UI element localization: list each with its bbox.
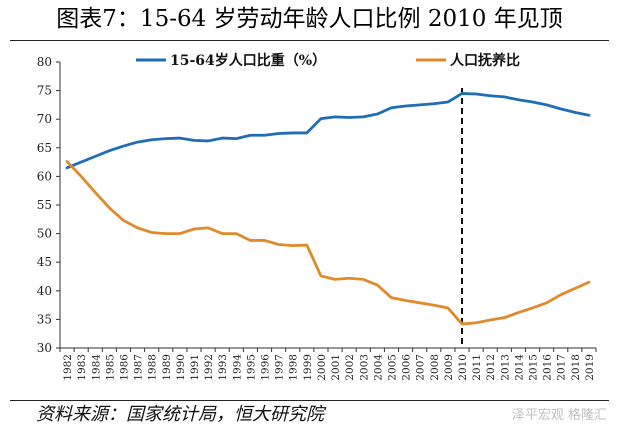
x-tick-label: 2018 — [570, 354, 582, 381]
working-age-share-line — [65, 92, 591, 170]
x-tick-label: 1989 — [161, 354, 173, 381]
dependency-ratio-line — [65, 160, 591, 326]
x-tick-label: 2003 — [358, 354, 370, 381]
y-tick-label: 75 — [37, 84, 52, 98]
legend-label-working-age: 15-64岁人口比重（%） — [170, 52, 326, 69]
x-tick-label: 2010 — [457, 354, 469, 381]
x-tick-label: 2009 — [443, 354, 455, 381]
y-tick-label: 35 — [37, 312, 52, 326]
x-tick-label: 1998 — [288, 354, 300, 381]
y-tick-label: 30 — [37, 341, 52, 355]
x-tick-label: 1988 — [147, 354, 159, 381]
x-tick-label: 1997 — [274, 354, 286, 381]
x-tick-label: 1994 — [231, 354, 243, 381]
x-tick-label: 1993 — [217, 354, 229, 381]
x-tick-label: 1985 — [104, 354, 116, 381]
x-tick-label: 1986 — [118, 354, 130, 381]
x-tick-label: 1984 — [90, 354, 102, 381]
x-tick-label: 2016 — [542, 354, 554, 381]
x-tick-label: 2012 — [485, 354, 497, 381]
x-tick-label: 2000 — [316, 354, 328, 381]
x-tick-label: 1999 — [302, 354, 314, 381]
x-tick-label: 2019 — [584, 354, 596, 381]
y-tick-label: 50 — [37, 227, 52, 241]
source-note: 资料来源：国家统计局，恒大研究院 — [36, 404, 324, 425]
x-tick-label: 2017 — [556, 354, 568, 381]
x-tick-label: 2013 — [499, 354, 511, 381]
x-tick-label: 2007 — [415, 354, 427, 381]
x-tick-label: 1990 — [175, 354, 187, 381]
x-tick-label: 2006 — [401, 354, 413, 381]
x-tick-label: 1992 — [203, 354, 215, 381]
x-tick-label: 2002 — [344, 354, 356, 381]
y-tick-label: 80 — [37, 55, 52, 69]
x-tick-label: 1987 — [133, 354, 145, 381]
y-tick-label: 45 — [37, 255, 52, 269]
x-tick-label: 1991 — [189, 354, 201, 381]
x-tick-label: 2005 — [386, 354, 398, 381]
y-tick-label: 60 — [37, 169, 52, 183]
x-tick-label: 2001 — [330, 354, 342, 381]
x-tick-label: 2015 — [528, 354, 540, 381]
x-tick-label: 1982 — [62, 354, 74, 381]
y-tick-label: 55 — [37, 198, 52, 212]
source-divider — [10, 400, 609, 401]
y-tick-label: 40 — [37, 284, 52, 298]
legend-label-dependency: 人口抚养比 — [450, 52, 520, 69]
x-tick-label: 1983 — [76, 354, 88, 381]
x-tick-label: 2014 — [513, 354, 525, 381]
x-tick-label: 1995 — [245, 354, 257, 381]
x-tick-label: 2004 — [372, 354, 384, 381]
x-tick-label: 1996 — [260, 354, 272, 381]
y-tick-label: 65 — [37, 141, 52, 155]
x-tick-label: 2011 — [471, 354, 483, 381]
title-divider — [10, 40, 609, 41]
x-tick-label: 2008 — [429, 354, 441, 381]
y-tick-label: 70 — [37, 112, 52, 126]
chart-title: 图表7：15-64 岁劳动年龄人口比例 2010 年见顶 — [56, 6, 563, 32]
watermark: 泽平宏观 格隆汇 — [511, 408, 607, 423]
